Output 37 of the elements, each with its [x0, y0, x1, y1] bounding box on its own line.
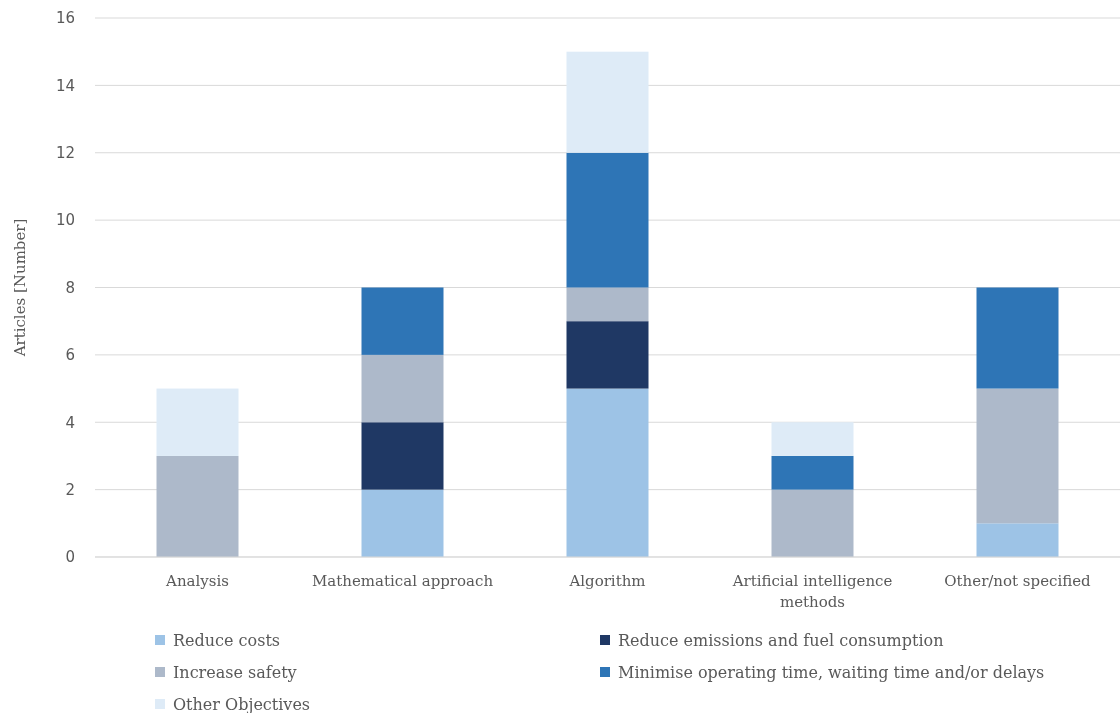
y-tick-label: 0 [65, 548, 75, 567]
bar [361, 422, 444, 490]
y-tick-label: 6 [65, 346, 75, 365]
y-tick-label: 14 [55, 76, 75, 95]
legend-label: Reduce costs [173, 630, 281, 650]
x-tick-label: Other/not specified [944, 572, 1092, 590]
y-tick-label: 4 [65, 413, 75, 432]
bar [361, 287, 444, 355]
y-tick-label: 2 [65, 480, 75, 499]
y-tick-label: 16 [55, 9, 75, 28]
legend-label: Minimise operating time, waiting time and/or delays [618, 662, 1045, 682]
y-tick-label: 8 [65, 278, 75, 297]
y-tick-label: 10 [55, 211, 75, 230]
legend-label: Increase safety [173, 662, 297, 682]
bar [566, 287, 649, 322]
x-tick-label: Analysis [165, 572, 229, 590]
bar [771, 489, 854, 557]
y-axis-title: Articles [Number] [11, 218, 29, 358]
bar [976, 388, 1059, 524]
bar [566, 388, 649, 557]
bar [566, 152, 649, 288]
x-tick-label: Algorithm [568, 572, 646, 590]
bar [566, 321, 649, 389]
legend-label: Other Objectives [173, 694, 311, 713]
bar [976, 523, 1059, 557]
y-tick-label: 12 [55, 144, 75, 162]
legend-label: Reduce emissions and fuel consumption [618, 630, 944, 650]
bar [361, 489, 444, 557]
x-tick-label: Mathematical approach [311, 572, 494, 590]
bar [361, 354, 444, 423]
bar [771, 422, 854, 456]
bar [156, 388, 239, 456]
bar [156, 455, 239, 557]
bar [771, 455, 854, 490]
x-tick-label: Artificial intelligence methods [731, 572, 893, 611]
bar [566, 51, 649, 153]
bar [976, 287, 1059, 389]
